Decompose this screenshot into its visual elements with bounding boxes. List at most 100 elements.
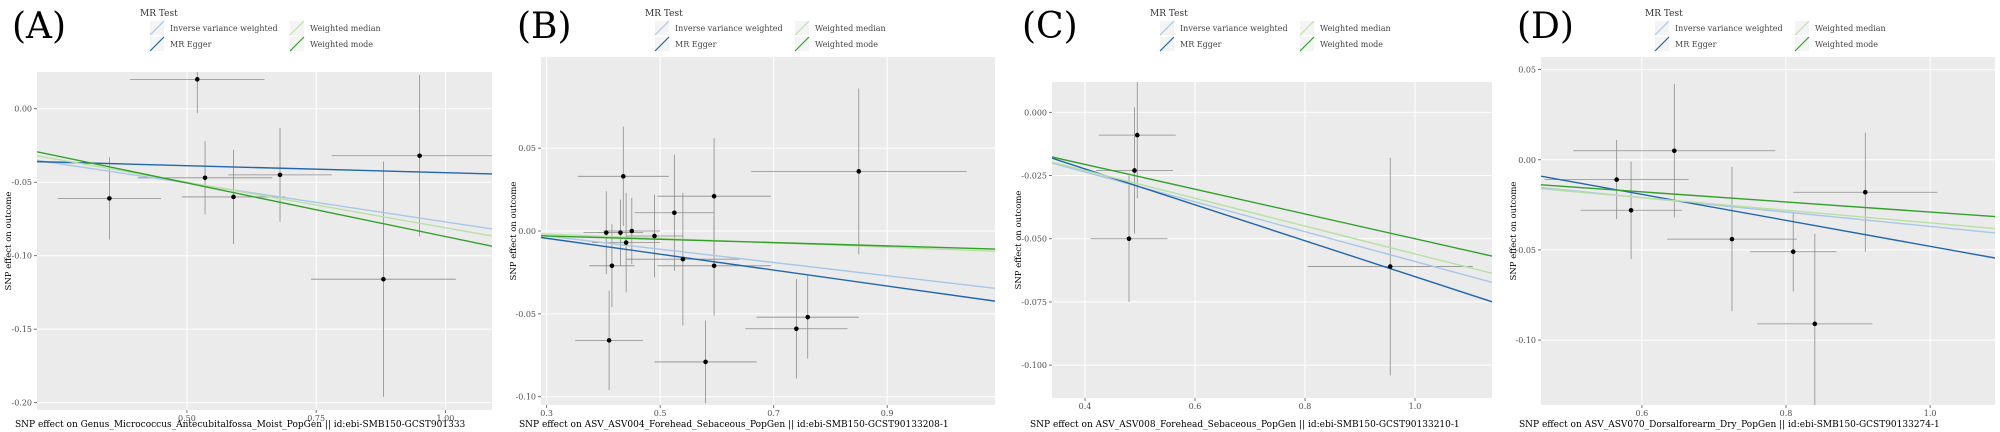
x-tick-label: 0.6: [1636, 409, 1649, 418]
regression-line-mode: [541, 235, 995, 250]
plot-background: [1052, 82, 1492, 398]
panel-d: (D) MR Test Inverse variance weighted MR Eg…: [1509, 6, 1995, 430]
y-axis-title: SNP effect on outcome: [1014, 191, 1024, 290]
regression-line-egger: [1052, 157, 1492, 303]
gridlines: [1052, 82, 1492, 398]
legend-swatch-median: [794, 20, 810, 36]
snp-point: [277, 172, 283, 178]
x-axis-title: SNP effect on ASV_ASV070_Dorsalforearm_D…: [1519, 420, 1940, 430]
legend-swatch-mode: [1299, 36, 1315, 52]
legend-swatch-mode: [794, 36, 810, 52]
snp-point: [1387, 264, 1393, 269]
x-tick-label: 1.00: [437, 414, 455, 423]
panel-a: (A) MR Test Inverse variance weighted MR Eg…: [4, 6, 492, 430]
x-tick-label: 0.8: [1780, 409, 1793, 418]
regression-line-median: [1052, 161, 1492, 275]
regression-line-ivw: [541, 234, 995, 290]
x-tick-label: 0.7: [767, 409, 780, 418]
panel-c: (C) MR Test Inverse variance weighted MR Eg…: [1014, 6, 1492, 430]
y-axis-title: SNP effect on outcome: [4, 192, 14, 291]
legend-swatch-egger: [1159, 36, 1175, 52]
panel-b: (B) MR Test Inverse variance weighted MR Eg…: [509, 6, 995, 430]
snp-point: [1628, 207, 1634, 213]
gridlines: [37, 72, 492, 410]
x-tick-label: 0.6: [1189, 402, 1202, 411]
snp-point: [680, 256, 686, 262]
y-tick-label: -0.10: [11, 252, 32, 261]
snp-point: [417, 153, 422, 159]
y-tick-label: -0.025: [1021, 172, 1047, 181]
snp-point: [1126, 236, 1132, 242]
snp-point: [603, 230, 609, 235]
y-tick-label: 0.000: [1024, 108, 1047, 117]
legend-label-mode: Weighted mode: [1320, 40, 1383, 49]
snp-point: [1134, 132, 1140, 138]
regression-line-egger: [541, 236, 995, 302]
legend-label-ivw: Inverse variance weighted: [1675, 24, 1783, 33]
snp-point: [620, 174, 626, 179]
regression-line-ivw: [1052, 162, 1492, 284]
panel-label: (D): [1517, 6, 1574, 47]
legend: MR Test Inverse variance weighted MR Egger…: [645, 9, 886, 52]
legend-swatch-mode: [289, 36, 305, 52]
snp-point: [606, 338, 612, 343]
legend: MR Test Inverse variance weighted MR Egger…: [1645, 9, 1886, 52]
y-tick-label: 0.05: [518, 144, 536, 153]
plot-area: [1052, 82, 1492, 376]
plot-area: [541, 88, 995, 404]
y-tick-label: -0.100: [1021, 361, 1047, 370]
y-tick-label: -0.050: [1021, 235, 1047, 244]
x-axis-title: SNP effect on ASV_ASV008_Forehead_Sebace…: [1030, 420, 1460, 430]
y-tick-label: -0.15: [11, 325, 32, 334]
x-tick-label: 0.75: [307, 414, 325, 423]
snp-point: [629, 228, 635, 234]
legend: MR Test Inverse variance weighted MR Egger…: [1150, 9, 1391, 52]
y-axis-title: SNP effect on outcome: [1509, 182, 1519, 281]
legend-label-median: Weighted median: [1815, 24, 1886, 33]
legend-label-egger: MR Egger: [1180, 40, 1222, 49]
snp-point: [231, 194, 236, 200]
x-axis-title: SNP effect on Genus_Micrococcus_Antecubi…: [15, 420, 466, 430]
legend-swatch-ivw: [149, 20, 165, 36]
snp-point: [1862, 189, 1868, 195]
regression-line-mode: [37, 151, 492, 247]
legend-title: MR Test: [140, 9, 178, 19]
snp-point: [1614, 177, 1619, 182]
legend-swatch-ivw: [1159, 20, 1175, 36]
snp-point: [672, 210, 677, 216]
legend: MR Test Inverse variance weighted MR Egger…: [140, 9, 381, 52]
legend-label-ivw: Inverse variance weighted: [170, 24, 278, 33]
snp-point: [623, 240, 629, 245]
legend-title: MR Test: [1645, 9, 1683, 19]
legend-swatch-ivw: [1654, 20, 1670, 36]
y-tick-label: -0.05: [515, 310, 536, 319]
snp-point: [202, 175, 208, 181]
legend-swatch-median: [1299, 20, 1315, 36]
legend-swatch-median: [1794, 20, 1810, 36]
legend-swatch-ivw: [654, 20, 670, 36]
snp-point: [794, 326, 799, 332]
legend-swatch-mode: [1794, 36, 1810, 52]
snp-point: [711, 263, 717, 269]
legend-label-ivw: Inverse variance weighted: [675, 24, 783, 33]
legend-swatch-median: [289, 20, 305, 36]
legend-label-egger: MR Egger: [170, 40, 212, 49]
regression-line-median: [37, 155, 492, 237]
snp-point: [1729, 236, 1735, 242]
regression-line-mode: [1541, 184, 1995, 218]
snp-point: [1812, 321, 1818, 327]
y-tick-label: -0.075: [1021, 298, 1047, 307]
snp-point: [194, 77, 200, 82]
x-tick-label: 0.3: [540, 409, 553, 418]
legend-label-mode: Weighted mode: [815, 40, 878, 49]
panel-label: (A): [12, 6, 66, 47]
y-tick-label: -0.10: [1515, 336, 1536, 345]
y-tick-label: 0.00: [518, 227, 536, 236]
snp-point: [381, 276, 386, 282]
snp-point: [609, 263, 615, 269]
legend-label-egger: MR Egger: [1675, 40, 1717, 49]
plot-background: [1541, 57, 1995, 405]
plot-area: [37, 72, 492, 397]
snp-point: [1132, 168, 1137, 173]
